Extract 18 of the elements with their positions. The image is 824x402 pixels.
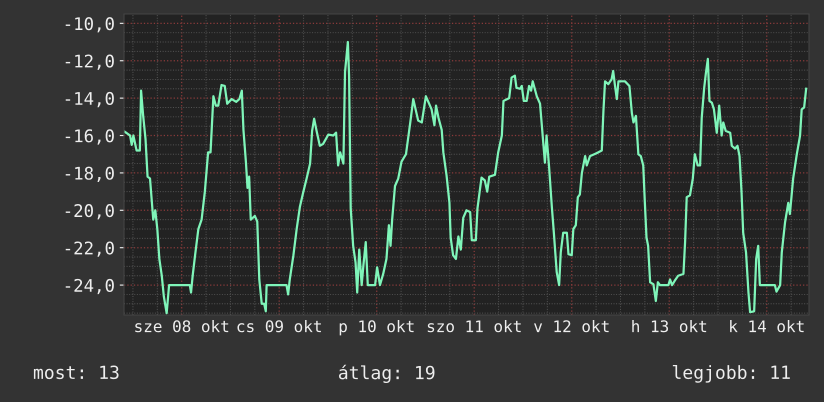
y-tick-label: -16,0 (66, 129, 114, 145)
text: most: 13 (34, 365, 119, 380)
y-tick-label: -12,0 (66, 54, 114, 70)
x-tick-label: k 14 okt (730, 320, 804, 332)
text: legjobb: 11 (672, 365, 790, 383)
x-tick-label: sze 08 okt (135, 320, 228, 332)
y-tick-label: -22,0 (66, 241, 114, 257)
text: átlag: 19 (339, 364, 434, 384)
y-tick-label: -14,0 (66, 92, 114, 108)
x-tick-label: v 12 okt (534, 320, 609, 332)
x-tick-label: cs 09 okt (237, 320, 321, 332)
y-tick-label: -10,0 (66, 17, 114, 32)
y-tick-label: -20,0 (66, 204, 114, 220)
x-tick-label: p 10 okt (340, 320, 414, 336)
y-tick-label: -18,0 (66, 166, 114, 182)
y-tick-label: -24,0 (66, 278, 114, 294)
x-tick-label: szo 11 okt (428, 320, 521, 332)
x-tick-label: h 13 okt (632, 320, 706, 332)
